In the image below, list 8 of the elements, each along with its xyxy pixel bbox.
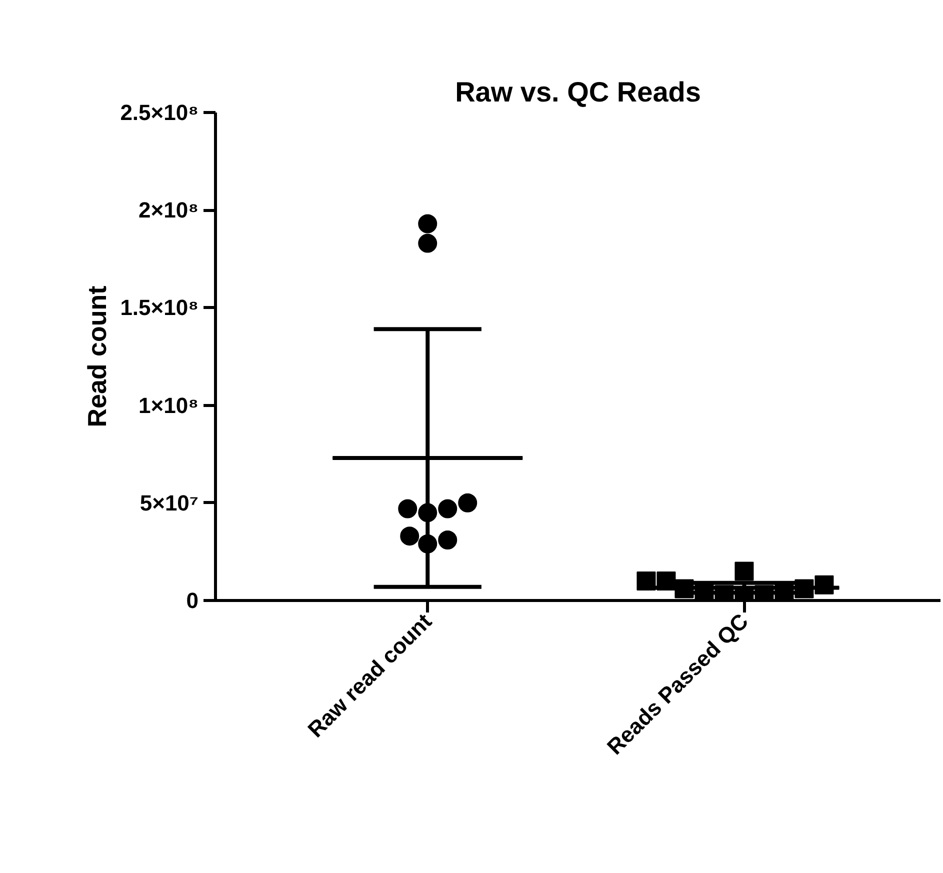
y-tick-label: 1.5×10⁸ <box>120 295 199 320</box>
y-tick-label: 1×10⁸ <box>138 392 198 418</box>
y-axis-title: Read count <box>82 285 112 428</box>
chart-title: Raw vs. QC Reads <box>455 76 701 108</box>
y-tick-label: 2×10⁸ <box>138 198 198 223</box>
y-tick-label: 2.5×10⁸ <box>120 100 199 125</box>
y-tick-label: 0 <box>186 588 199 613</box>
y-tick-label: 5×10⁷ <box>140 490 199 516</box>
